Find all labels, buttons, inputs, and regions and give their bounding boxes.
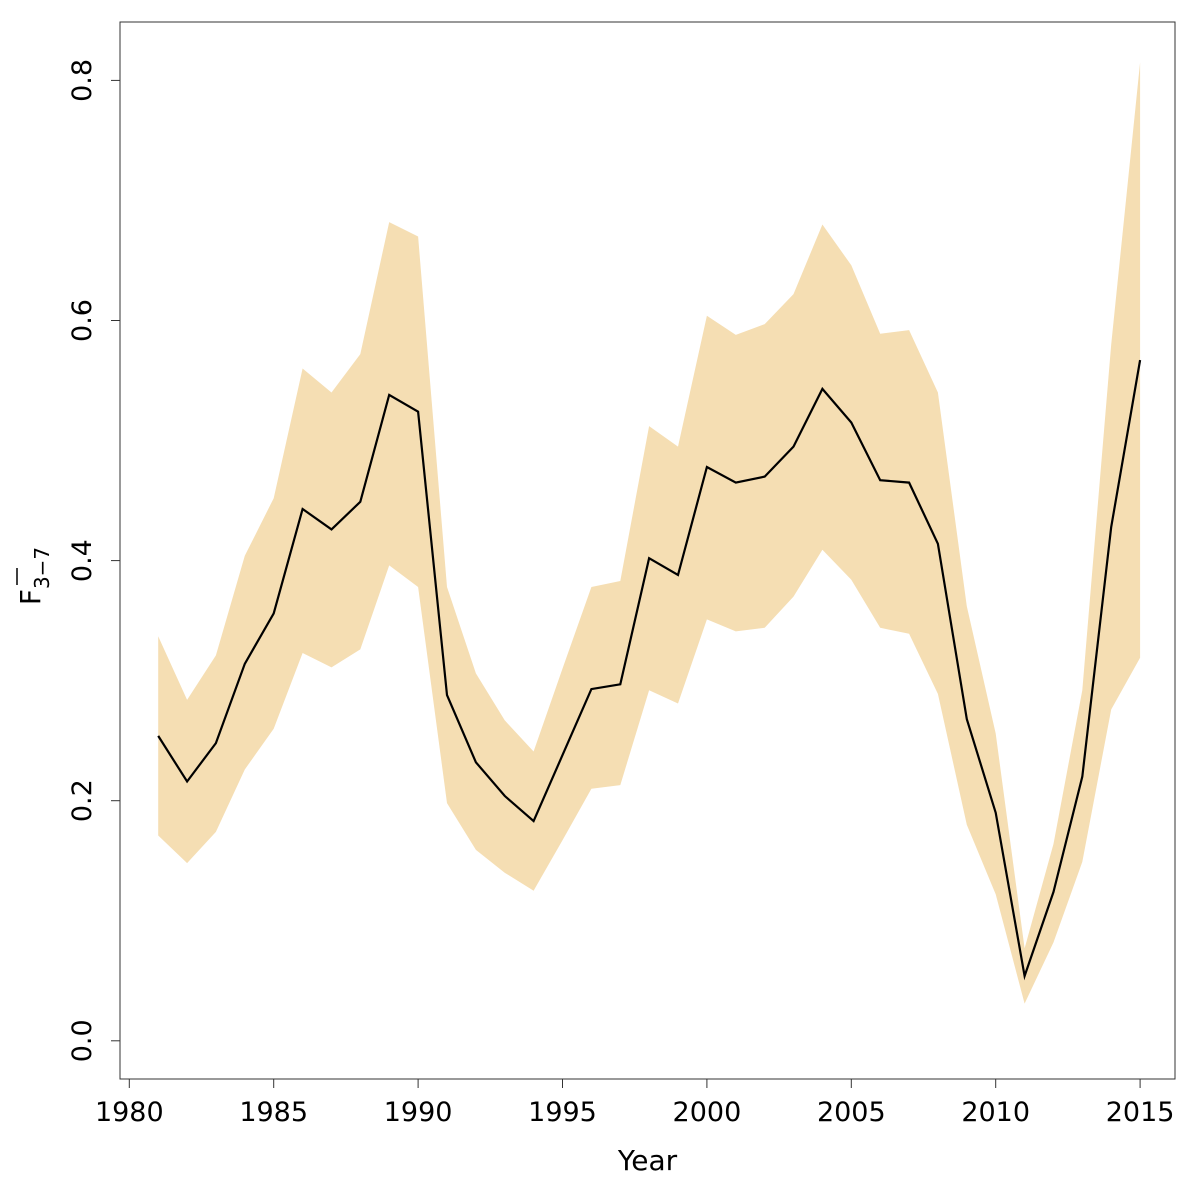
x-tick-label: 1980 bbox=[95, 1097, 164, 1128]
y-tick-label: 0.2 bbox=[67, 779, 98, 822]
y-axis-title-subscript: 3−7 bbox=[30, 547, 54, 589]
y-axis: 0.0 0.2 0.4 0.6 0.8 bbox=[67, 59, 121, 1062]
y-axis-title: F3−7 bbox=[14, 547, 54, 605]
y-tick-label: 0.4 bbox=[67, 539, 98, 582]
x-tick-label: 2010 bbox=[961, 1097, 1030, 1128]
y-tick-label: 0.6 bbox=[67, 299, 98, 342]
y-tick-label: 0.0 bbox=[67, 1019, 98, 1062]
x-tick-label: 2015 bbox=[1106, 1097, 1175, 1128]
y-axis-title-main: F bbox=[14, 589, 47, 605]
confidence-band bbox=[158, 62, 1141, 1004]
x-tick-label: 1995 bbox=[528, 1097, 597, 1128]
estimate-line bbox=[157, 359, 1142, 981]
y-tick-label: 0.8 bbox=[67, 59, 98, 102]
svg-text:F3−7: F3−7 bbox=[14, 547, 54, 605]
x-tick-label: 1990 bbox=[384, 1097, 453, 1128]
confidence-band-layer bbox=[158, 62, 1141, 1004]
x-tick-label: 1985 bbox=[239, 1097, 308, 1128]
x-tick-label: 2000 bbox=[673, 1097, 742, 1128]
x-axis: 1980 1985 1990 1995 2000 2005 2010 2015 bbox=[95, 1078, 1175, 1128]
x-tick-label: 2005 bbox=[817, 1097, 886, 1128]
estimate-line-layer bbox=[157, 359, 1142, 981]
x-axis-title: Year bbox=[617, 1144, 678, 1177]
